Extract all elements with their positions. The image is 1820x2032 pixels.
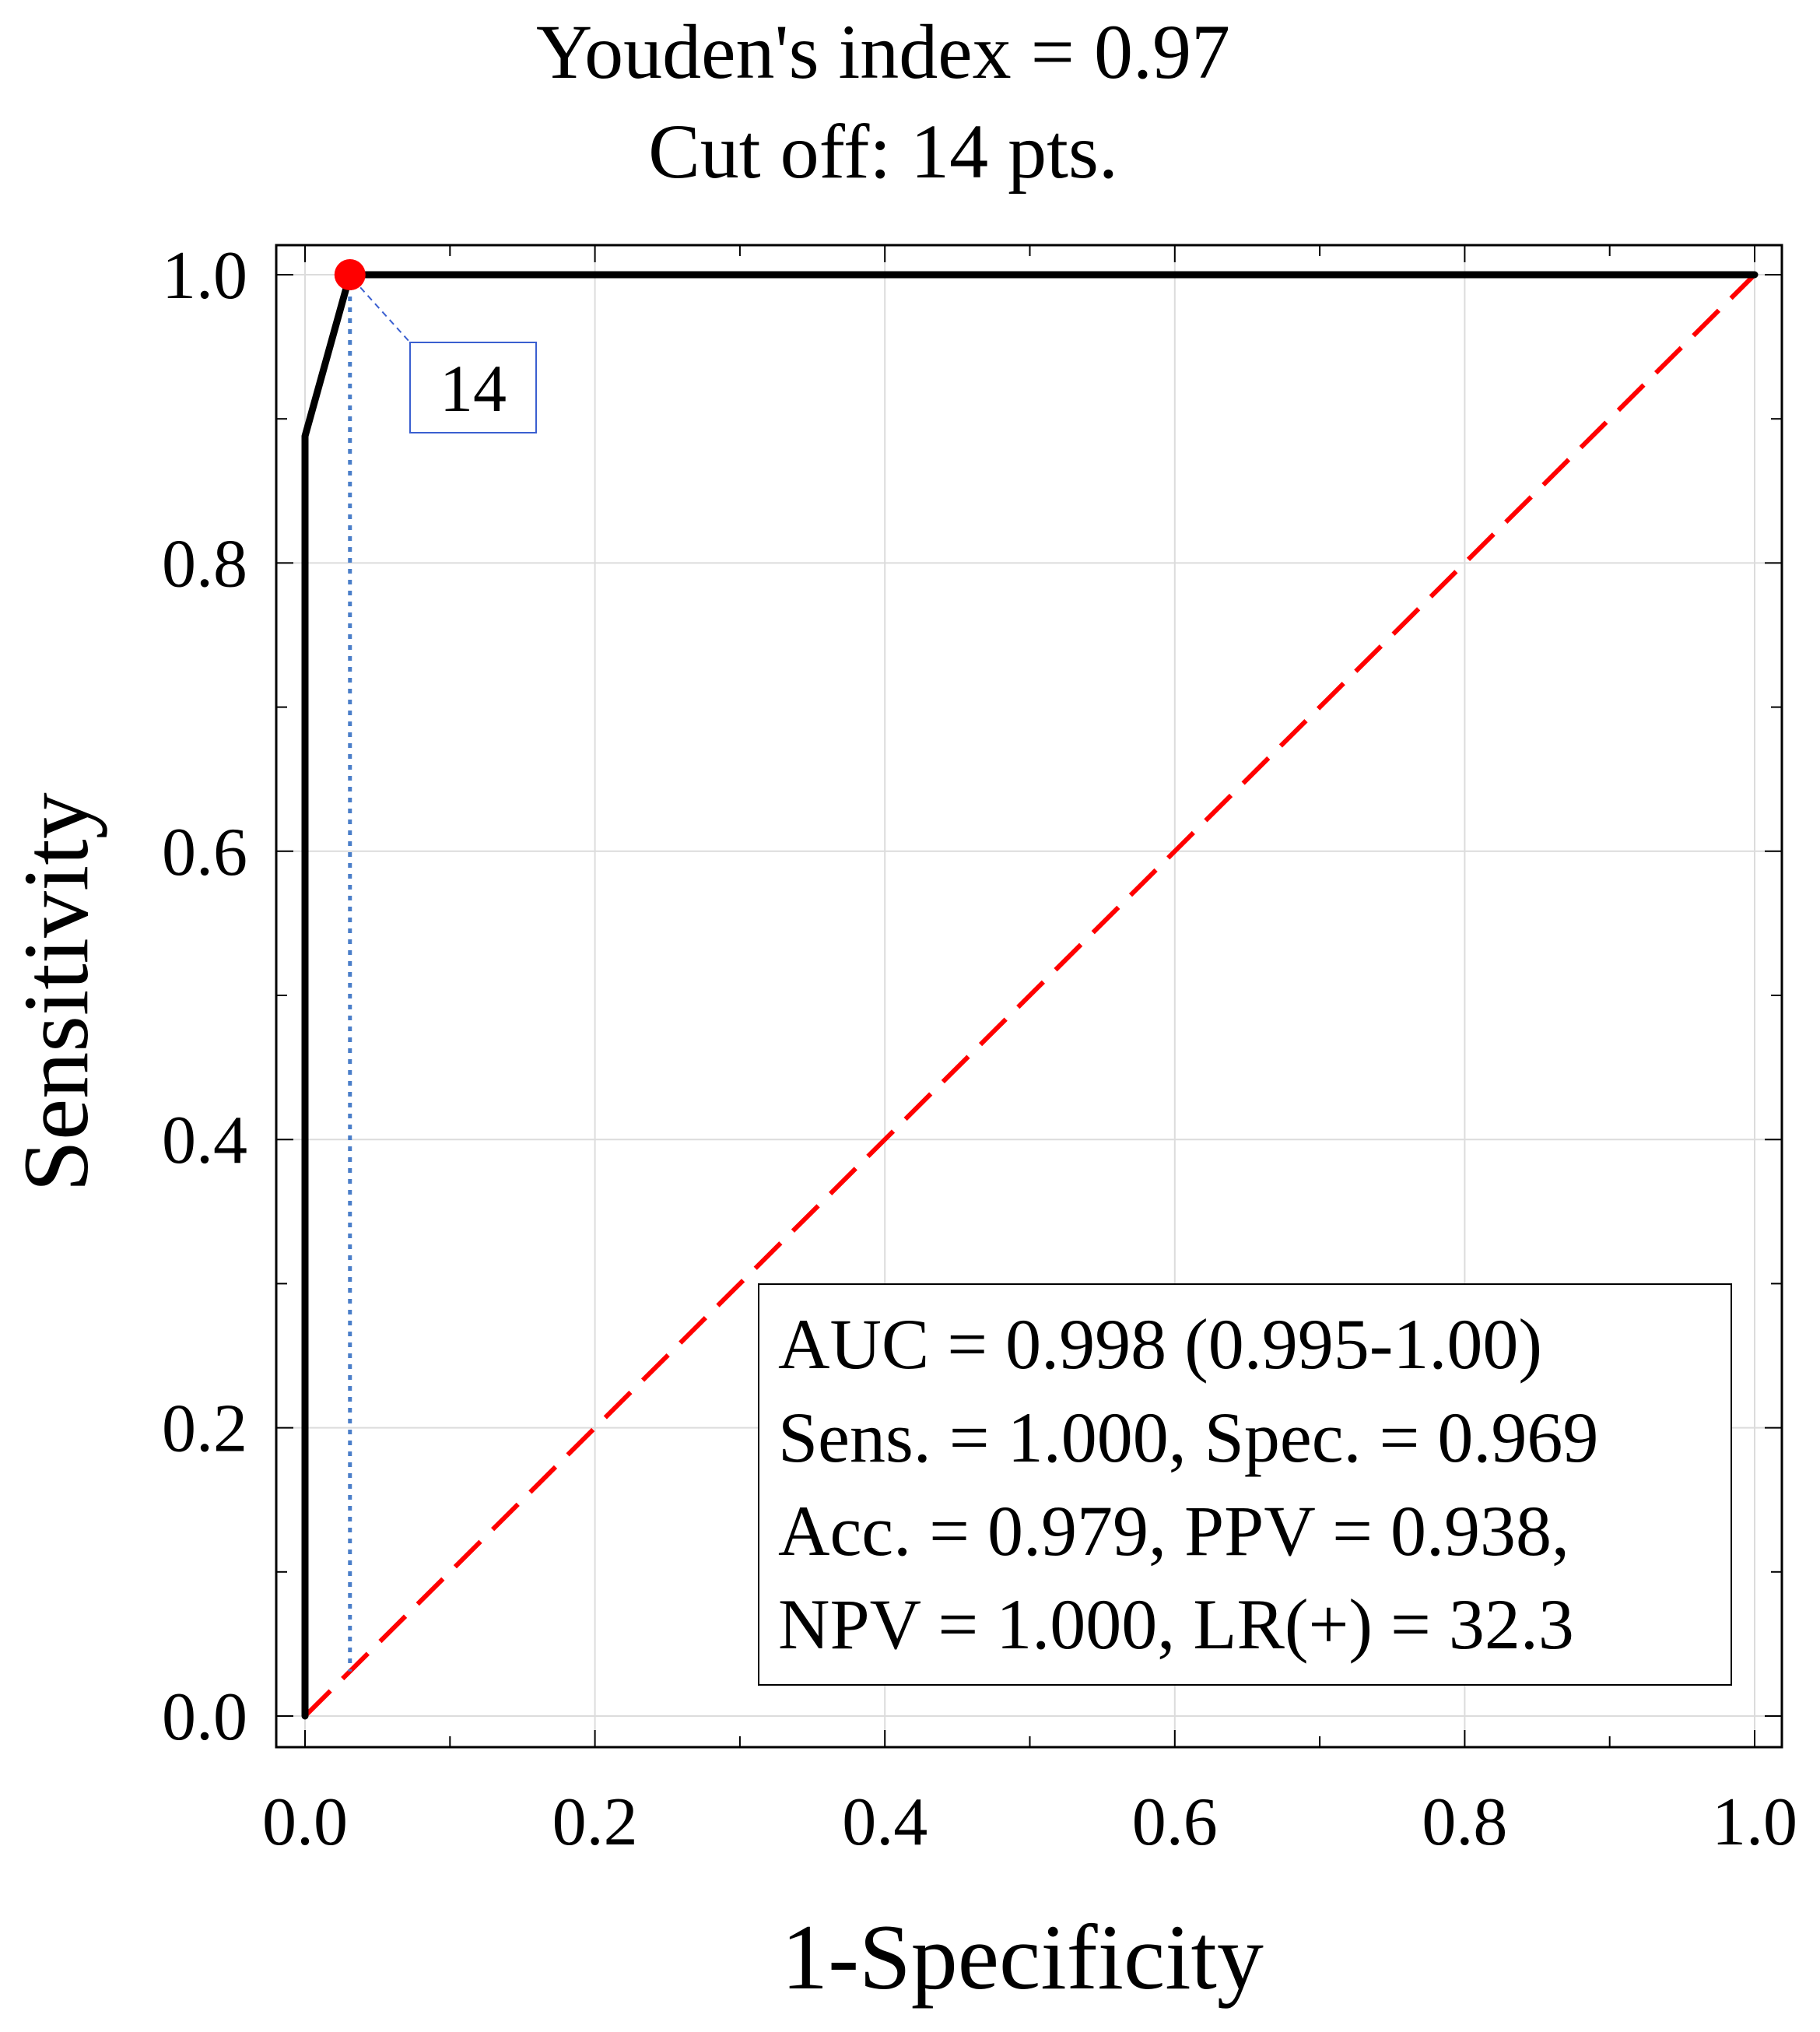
y-tick-label: 1.0 (162, 238, 247, 314)
x-tick-label: 0.0 (262, 1785, 348, 1860)
stats-line-auc: AUC = 0.998 (0.995-1.00) (778, 1304, 1542, 1384)
x-tick-label: 1.0 (1712, 1785, 1797, 1860)
series-layer (301, 259, 1759, 1720)
y-tick-label: 0.6 (162, 815, 247, 890)
stats-line-sens-spec: Sens. = 1.000, Spec. = 0.969 (778, 1398, 1598, 1477)
cutoff-label: 14 (409, 342, 537, 433)
x-tick-label: 0.8 (1422, 1785, 1507, 1860)
cutoff-point-marker (334, 259, 366, 290)
y-tick-label: 0.4 (162, 1103, 247, 1178)
plot-frame (275, 244, 1783, 1749)
chart-title-line-1: Youden's index = 0.97 (536, 9, 1230, 95)
cutoff-leader-line (352, 279, 411, 343)
minor-ticks (276, 245, 1782, 1747)
x-axis-label: 1-Specificity (781, 1905, 1264, 2009)
stats-box-frame (758, 1283, 1732, 1686)
cutoff-label-box (409, 342, 537, 433)
x-tick-labels: 0.0 0.2 0.4 0.6 0.8 1.0 (262, 1785, 1797, 1860)
stats-line-npv-lr: NPV = 1.000, LR(+) = 32.3 (778, 1585, 1574, 1664)
cutoff-label-text: 14 (440, 351, 507, 426)
y-tick-labels: 0.0 0.2 0.4 0.6 0.8 1.0 (162, 238, 247, 1755)
y-tick-label: 0.2 (162, 1392, 247, 1467)
stats-line-acc-ppv: Acc. = 0.979, PPV = 0.938, (778, 1491, 1569, 1571)
y-tick-label: 0.0 (162, 1679, 247, 1755)
x-tick-label: 0.2 (552, 1785, 638, 1860)
y-tick-label: 0.8 (162, 526, 247, 602)
y-axis-label: Sensitivity (4, 792, 107, 1191)
reference-diagonal-line (303, 272, 1757, 1718)
chart-title-line-2: Cut off: 14 pts. (648, 108, 1118, 195)
stats-box: AUC = 0.998 (0.995-1.00) Sens. = 1.000, … (758, 1283, 1732, 1686)
x-tick-label: 0.4 (842, 1785, 928, 1860)
x-tick-label: 0.6 (1132, 1785, 1218, 1860)
roc-curve-line (301, 271, 1759, 1720)
